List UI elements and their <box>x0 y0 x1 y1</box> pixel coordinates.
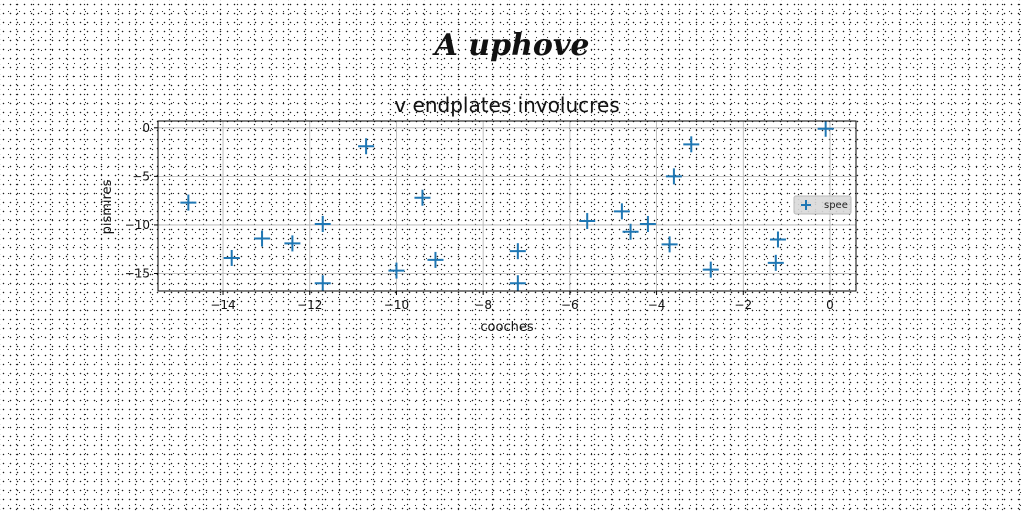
legend-label: spee <box>824 200 848 211</box>
y-tick-label: 0 <box>142 121 150 135</box>
y-tick-label: −5 <box>132 169 150 183</box>
data-point <box>639 215 656 232</box>
data-point <box>180 194 197 211</box>
data-point <box>314 275 331 292</box>
data-point <box>769 231 786 248</box>
data-point <box>388 262 405 279</box>
data-point <box>702 261 719 278</box>
legend: spee <box>793 195 852 215</box>
figure-suptitle: A uphove <box>434 28 590 63</box>
data-points <box>180 120 834 292</box>
data-point <box>358 138 375 155</box>
plot-frame <box>157 120 857 292</box>
x-tick-label: −14 <box>210 298 235 312</box>
chart-title: v endplates involucres <box>394 93 619 117</box>
x-tick-label: −10 <box>384 298 409 312</box>
data-point <box>661 236 678 253</box>
y-tick-label: −15 <box>125 267 150 281</box>
data-point <box>314 215 331 232</box>
x-tick-label: −4 <box>648 298 666 312</box>
data-point <box>284 235 301 252</box>
grid-lines <box>158 121 856 291</box>
data-point <box>509 275 526 292</box>
data-point <box>579 213 596 230</box>
x-tick-label: −6 <box>561 298 579 312</box>
x-axis-label: cooches <box>480 320 533 335</box>
data-point <box>683 136 700 153</box>
data-point <box>509 243 526 260</box>
data-point <box>223 249 240 266</box>
data-point <box>665 168 682 185</box>
data-point <box>767 254 784 271</box>
legend-plus-icon <box>801 200 811 210</box>
x-tick-label: −2 <box>734 298 752 312</box>
legend-marker <box>801 200 811 210</box>
x-tick-label: −12 <box>297 298 322 312</box>
legend-box <box>793 195 852 215</box>
x-tick-label: −8 <box>474 298 492 312</box>
plot-area <box>158 121 856 291</box>
data-point <box>622 223 639 240</box>
data-point <box>427 251 444 268</box>
y-axis-label: pismires <box>100 179 115 234</box>
x-tick-label: 0 <box>826 298 834 312</box>
data-point <box>817 120 834 137</box>
y-tick-label: −10 <box>125 218 150 232</box>
axis-ticks: −14 −12 −10 −8 −6 −4 −2 0 0 −5 −10 −15 <box>125 121 834 312</box>
data-point <box>414 189 431 206</box>
data-point <box>254 230 271 247</box>
data-point <box>613 203 630 220</box>
